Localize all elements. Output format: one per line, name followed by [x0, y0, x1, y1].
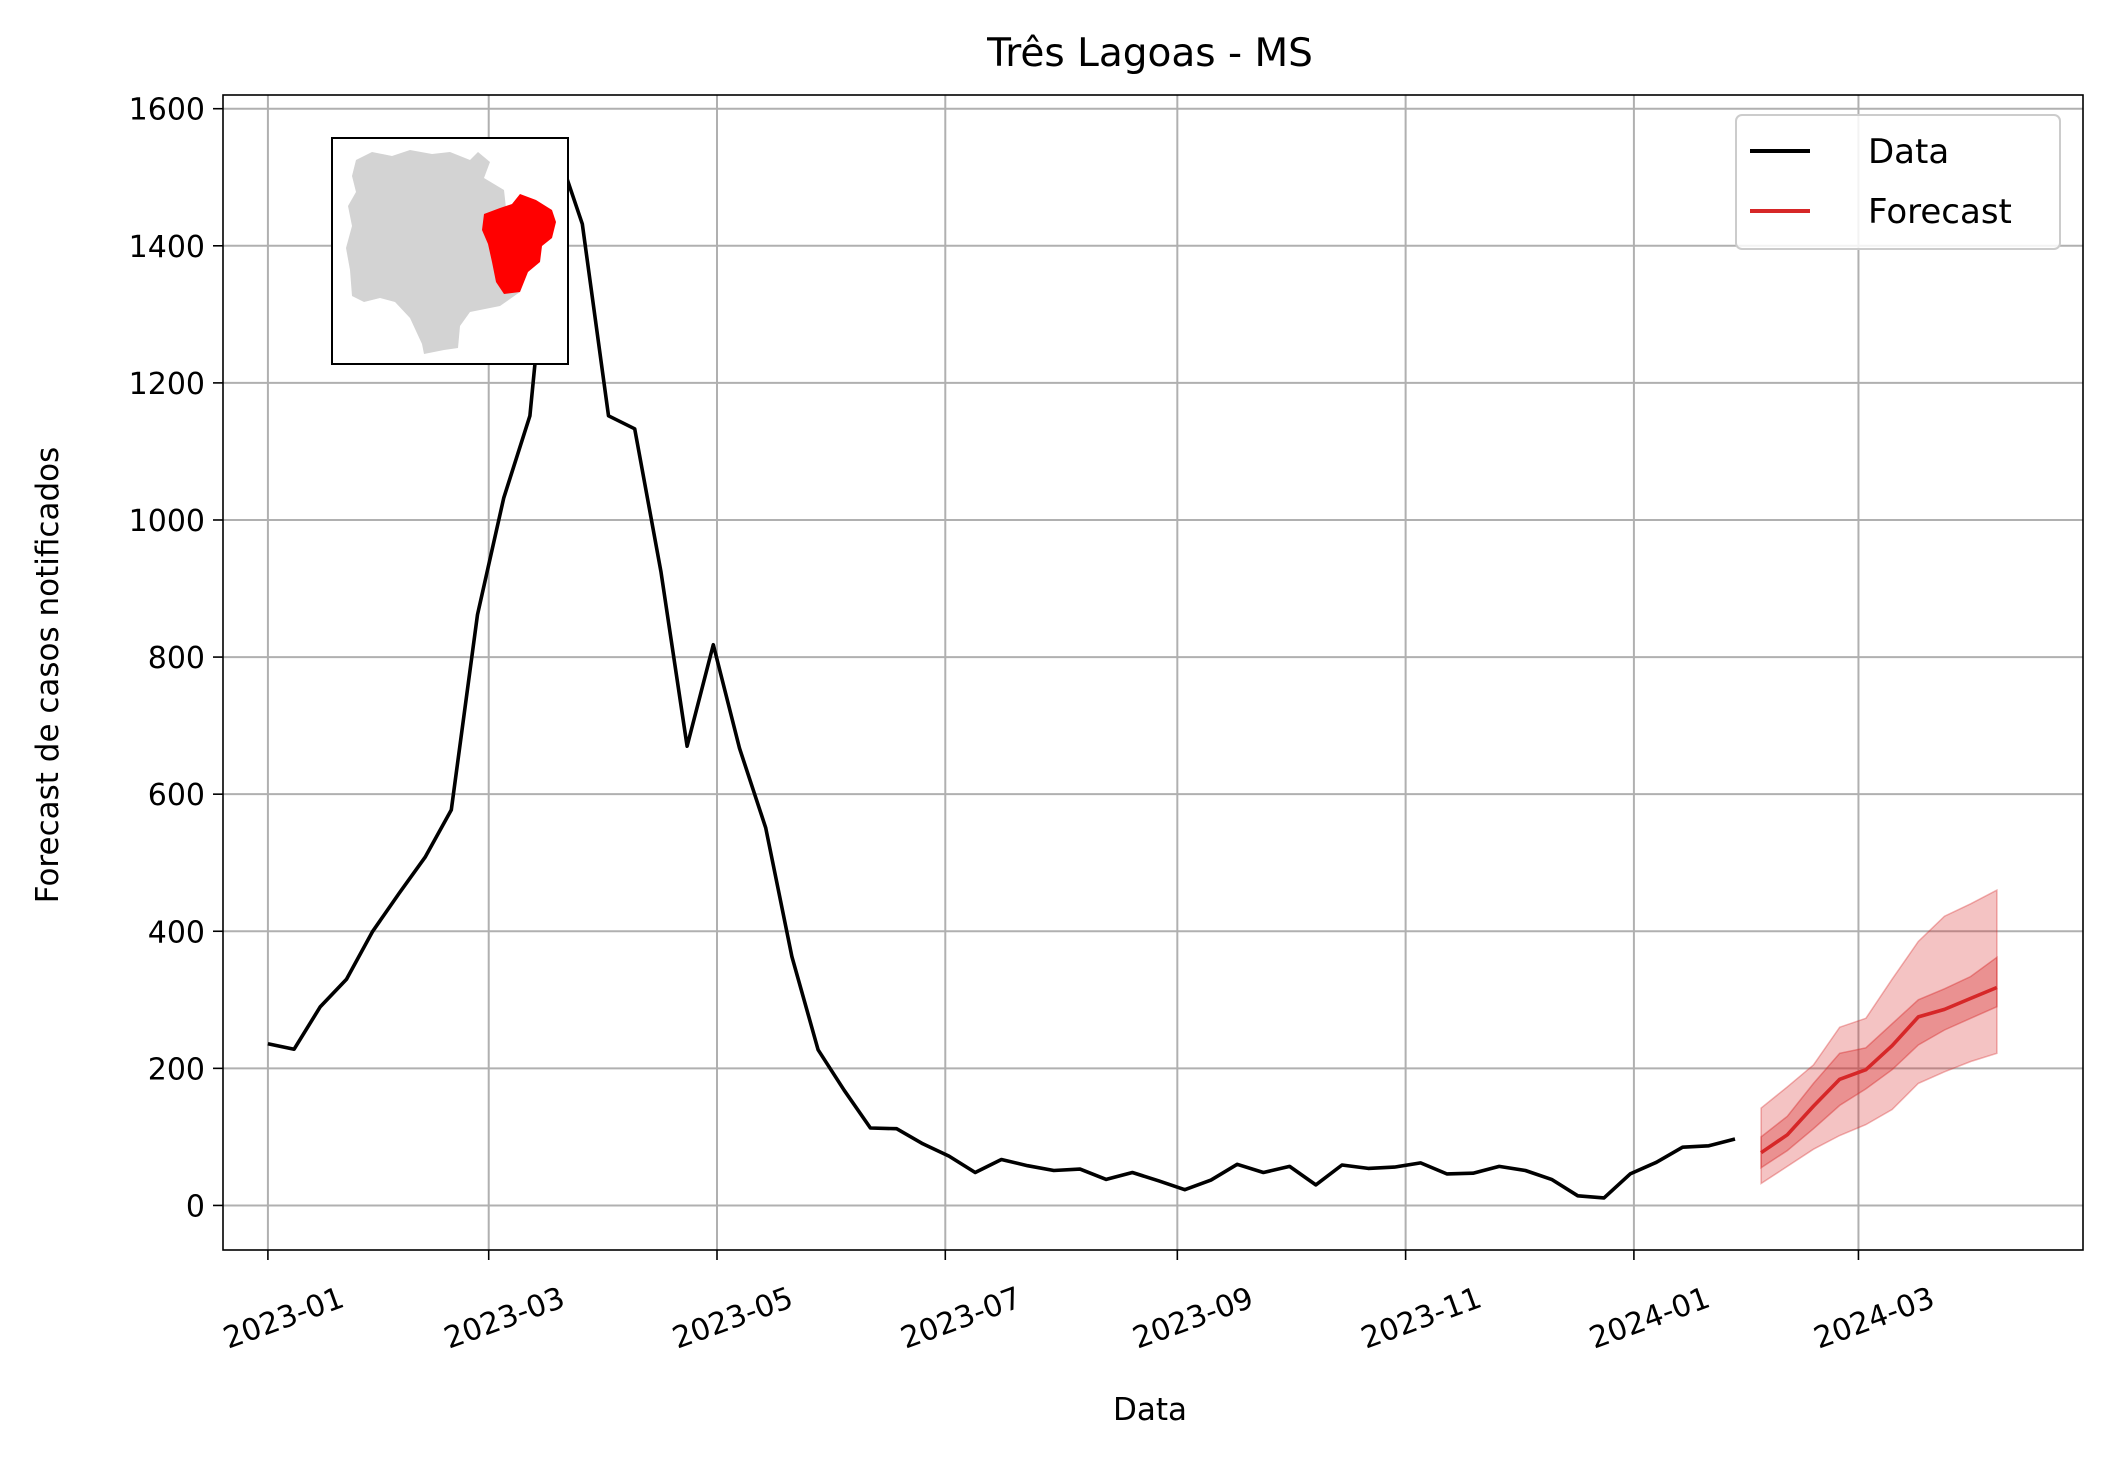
chart-title: Três Lagoas - MS: [986, 31, 1313, 76]
grid: [223, 95, 2083, 1250]
y-tick-label: 400: [148, 915, 205, 950]
legend: Data Forecast: [1735, 114, 2061, 250]
y-tick-label: 600: [148, 778, 205, 813]
y-tick-label: 1000: [129, 504, 205, 539]
legend-label-forecast: Forecast: [1868, 192, 2012, 232]
y-tick-label: 200: [148, 1052, 205, 1087]
legend-label-data: Data: [1868, 132, 1949, 172]
region-highlight-icon: [482, 194, 556, 294]
y-axis-title: Forecast de casos notificados: [30, 447, 66, 904]
forecast-series-line: [1760, 985, 1998, 1155]
state-map-icon: [346, 150, 522, 354]
y-axis: 0 200 400 600 800 1000 1200 1400 1600: [129, 93, 223, 1224]
y-tick-label: 1600: [129, 93, 205, 128]
inset-map: [331, 137, 569, 365]
y-tick-label: 0: [186, 1189, 205, 1224]
series-lines: [267, 144, 1998, 1200]
x-axis-title: Data: [1113, 1392, 1187, 1428]
forecast-outer-band: [1760, 888, 1998, 1185]
data-series-line: [267, 144, 1736, 1200]
legend-box: [1735, 114, 2061, 250]
plot-frame: [222, 94, 2084, 1251]
y-tick-label: 1400: [129, 230, 205, 265]
y-tick-label: 1200: [129, 367, 205, 402]
y-tick-label: 800: [148, 641, 205, 676]
